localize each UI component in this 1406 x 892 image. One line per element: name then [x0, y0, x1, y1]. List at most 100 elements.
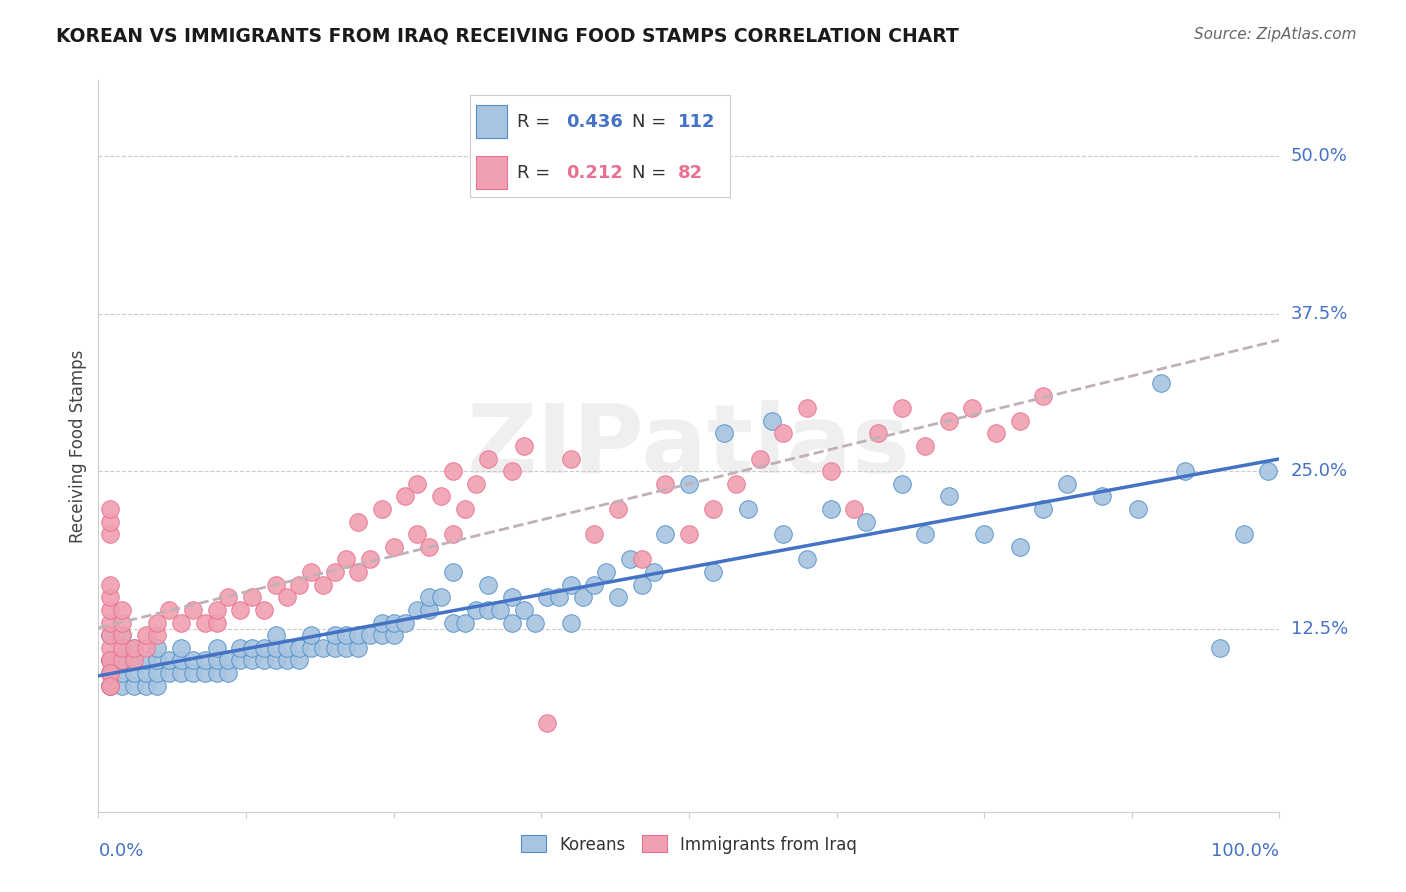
Point: [359, 628, 381, 642]
Y-axis label: Receiving Food Stamps: Receiving Food Stamps: [69, 350, 87, 542]
Point: [170, 640, 193, 655]
Point: [524, 615, 547, 630]
Point: [560, 615, 582, 630]
Point: [205, 603, 228, 617]
Point: [382, 540, 405, 554]
Point: [312, 578, 335, 592]
Point: [98, 515, 121, 529]
Point: [146, 653, 169, 667]
Point: [1233, 527, 1256, 541]
Point: [702, 565, 724, 579]
Point: [820, 464, 842, 478]
Point: [607, 591, 630, 605]
Point: [441, 527, 464, 541]
Point: [619, 552, 641, 566]
Point: [146, 665, 169, 680]
Point: [654, 476, 676, 491]
Point: [276, 640, 298, 655]
Point: [111, 665, 134, 680]
Point: [855, 515, 877, 529]
Point: [453, 615, 475, 630]
Point: [477, 603, 499, 617]
Point: [323, 565, 346, 579]
Point: [772, 527, 794, 541]
Point: [394, 615, 416, 630]
Point: [111, 615, 134, 630]
Point: [1032, 502, 1054, 516]
Point: [1032, 388, 1054, 402]
Point: [772, 426, 794, 441]
Point: [630, 578, 652, 592]
Point: [984, 426, 1007, 441]
Point: [229, 653, 252, 667]
Point: [288, 578, 311, 592]
Point: [122, 665, 145, 680]
Point: [725, 476, 748, 491]
Text: 37.5%: 37.5%: [1291, 304, 1348, 323]
Text: Source: ZipAtlas.com: Source: ZipAtlas.com: [1194, 27, 1357, 42]
Text: 25.0%: 25.0%: [1291, 462, 1348, 480]
Point: [217, 591, 239, 605]
Point: [111, 640, 134, 655]
Point: [914, 527, 936, 541]
Point: [98, 665, 121, 680]
Point: [441, 464, 464, 478]
Point: [253, 640, 276, 655]
Point: [181, 603, 204, 617]
Point: [347, 628, 370, 642]
Point: [122, 653, 145, 667]
Point: [98, 665, 121, 680]
Point: [1174, 464, 1197, 478]
Point: [111, 628, 134, 642]
Point: [194, 615, 217, 630]
Point: [205, 615, 228, 630]
Point: [678, 476, 700, 491]
Point: [347, 565, 370, 579]
Text: ZIPatlas: ZIPatlas: [467, 400, 911, 492]
Text: 50.0%: 50.0%: [1291, 147, 1347, 165]
Point: [643, 565, 665, 579]
Point: [866, 426, 889, 441]
Point: [501, 591, 523, 605]
Point: [98, 502, 121, 516]
Point: [418, 540, 440, 554]
Point: [170, 653, 193, 667]
Point: [430, 490, 453, 504]
Point: [98, 640, 121, 655]
Point: [536, 591, 558, 605]
Point: [122, 679, 145, 693]
Point: [938, 490, 960, 504]
Point: [240, 653, 263, 667]
Point: [844, 502, 866, 516]
Point: [748, 451, 770, 466]
Point: [205, 665, 228, 680]
Point: [347, 515, 370, 529]
Point: [276, 591, 298, 605]
Point: [1008, 540, 1031, 554]
Point: [347, 640, 370, 655]
Point: [229, 640, 252, 655]
Point: [229, 603, 252, 617]
Point: [98, 653, 121, 667]
Point: [111, 679, 134, 693]
Point: [477, 451, 499, 466]
Legend: Koreans, Immigrants from Iraq: Koreans, Immigrants from Iraq: [512, 827, 866, 862]
Point: [938, 414, 960, 428]
Point: [713, 426, 735, 441]
Text: 100.0%: 100.0%: [1212, 842, 1279, 860]
Point: [276, 653, 298, 667]
Point: [441, 615, 464, 630]
Point: [654, 527, 676, 541]
Point: [630, 552, 652, 566]
Point: [371, 628, 394, 642]
Point: [796, 401, 818, 416]
Point: [135, 640, 157, 655]
Point: [796, 552, 818, 566]
Point: [394, 490, 416, 504]
Point: [98, 628, 121, 642]
Point: [820, 502, 842, 516]
Point: [288, 653, 311, 667]
Point: [737, 502, 759, 516]
Point: [371, 502, 394, 516]
Text: 12.5%: 12.5%: [1291, 620, 1348, 638]
